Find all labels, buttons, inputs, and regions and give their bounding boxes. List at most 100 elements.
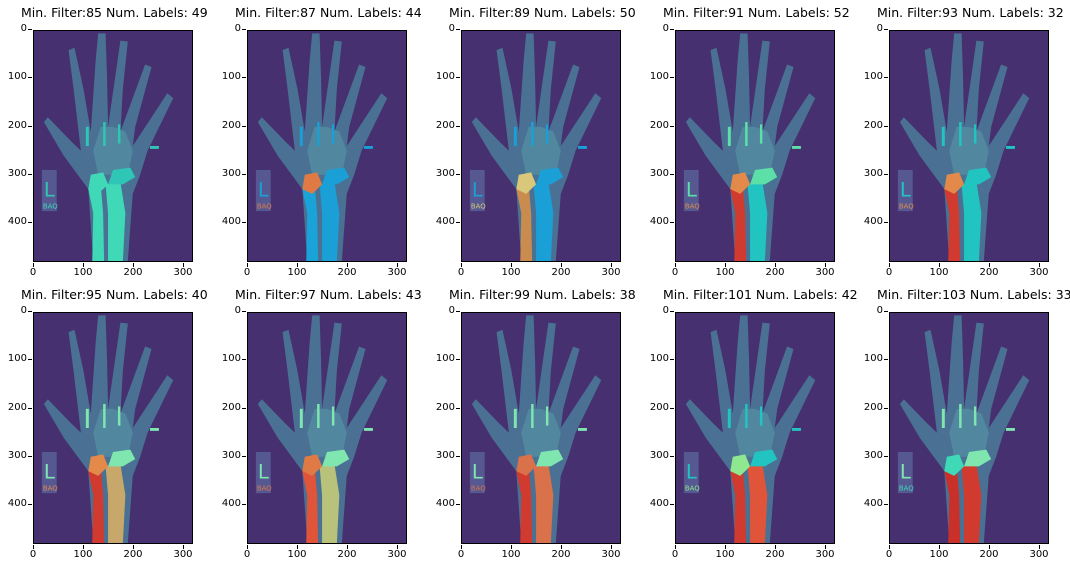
- x-tick-label: 200: [974, 263, 1004, 278]
- y-tick-label: 0: [427, 305, 460, 316]
- image-axes: L BAQ: [247, 30, 407, 262]
- y-tick-label: 100: [0, 71, 32, 82]
- panel-title: Min. Filter:95 Num. Labels: 40: [21, 287, 208, 302]
- image-axes: L BAQ: [461, 312, 621, 544]
- marker-sub: BAQ: [471, 484, 486, 492]
- panel-title: Min. Filter:87 Num. Labels: 44: [235, 5, 422, 20]
- y-tick-label: 0: [641, 23, 674, 34]
- x-tick-label: 200: [332, 545, 362, 560]
- y-tick-label: 300: [0, 450, 32, 461]
- x-tick-label: 300: [168, 545, 198, 560]
- x-tick-label: 100: [496, 263, 526, 278]
- marker-sub: BAQ: [471, 202, 486, 210]
- marker-letter: L: [44, 179, 55, 202]
- xray-image: L BAQ: [890, 313, 1048, 543]
- x-tick-label: 0: [660, 263, 690, 278]
- panel-title: Min. Filter:93 Num. Labels: 32: [877, 5, 1064, 20]
- x-tick-label: 200: [118, 545, 148, 560]
- y-tick-label: 0: [0, 305, 32, 316]
- y-tick-label: 100: [213, 71, 246, 82]
- x-tick-label: 200: [760, 545, 790, 560]
- y-tick-label: 400: [427, 216, 460, 227]
- marker-sub: BAQ: [685, 202, 700, 210]
- x-tick-label: 0: [874, 545, 904, 560]
- y-tick-label: 300: [427, 168, 460, 179]
- x-tick-label: 0: [232, 263, 262, 278]
- y-tick-label: 200: [855, 120, 888, 131]
- marker-sub: BAQ: [43, 484, 58, 492]
- y-tick-label: 0: [0, 23, 32, 34]
- x-tick-label: 100: [282, 545, 312, 560]
- y-tick-label: 400: [641, 216, 674, 227]
- marker-sub: BAQ: [685, 484, 700, 492]
- xray-image: L BAQ: [462, 313, 620, 543]
- x-tick-label: 100: [710, 263, 740, 278]
- xray-image: L BAQ: [248, 31, 406, 261]
- x-tick-label: 0: [446, 545, 476, 560]
- y-tick-label: 100: [855, 71, 888, 82]
- marker-letter: L: [472, 179, 483, 202]
- xray-image: L BAQ: [890, 31, 1048, 261]
- x-tick-label: 200: [332, 263, 362, 278]
- xray-image: L BAQ: [676, 313, 834, 543]
- marker-letter: L: [258, 179, 269, 202]
- y-tick-label: 400: [641, 498, 674, 509]
- x-tick-label: 100: [282, 263, 312, 278]
- marker-letter: L: [258, 461, 269, 484]
- y-tick-label: 400: [213, 498, 246, 509]
- marker-sub: BAQ: [257, 484, 272, 492]
- marker-letter: L: [686, 179, 697, 202]
- y-tick-label: 400: [0, 216, 32, 227]
- image-axes: L BAQ: [33, 312, 193, 544]
- y-tick-label: 300: [0, 168, 32, 179]
- x-tick-label: 200: [546, 545, 576, 560]
- marker-letter: L: [686, 461, 697, 484]
- y-tick-label: 200: [855, 402, 888, 413]
- x-tick-label: 0: [874, 263, 904, 278]
- y-tick-label: 0: [213, 305, 246, 316]
- x-tick-label: 300: [1024, 263, 1054, 278]
- image-axes: L BAQ: [33, 30, 193, 262]
- y-tick-label: 300: [427, 450, 460, 461]
- marker-sub: BAQ: [43, 202, 58, 210]
- x-tick-label: 200: [118, 263, 148, 278]
- y-tick-label: 200: [0, 402, 32, 413]
- x-tick-label: 300: [810, 545, 840, 560]
- x-tick-label: 100: [68, 545, 98, 560]
- y-tick-label: 200: [427, 120, 460, 131]
- y-tick-label: 100: [641, 353, 674, 364]
- y-tick-label: 200: [0, 120, 32, 131]
- y-tick-label: 400: [855, 498, 888, 509]
- y-tick-label: 300: [213, 168, 246, 179]
- y-tick-label: 100: [0, 353, 32, 364]
- marker-letter: L: [44, 461, 55, 484]
- y-tick-label: 200: [641, 120, 674, 131]
- x-tick-label: 300: [168, 263, 198, 278]
- xray-image: L BAQ: [676, 31, 834, 261]
- x-tick-label: 200: [760, 263, 790, 278]
- x-tick-label: 0: [660, 545, 690, 560]
- x-tick-label: 100: [924, 545, 954, 560]
- panel-title: Min. Filter:91 Num. Labels: 52: [663, 5, 850, 20]
- y-tick-label: 200: [641, 402, 674, 413]
- image-axes: L BAQ: [247, 312, 407, 544]
- y-tick-label: 100: [641, 71, 674, 82]
- image-axes: L BAQ: [889, 30, 1049, 262]
- y-tick-label: 0: [855, 305, 888, 316]
- y-tick-label: 100: [855, 353, 888, 364]
- marker-letter: L: [472, 461, 483, 484]
- marker-letter: L: [900, 179, 911, 202]
- xray-image: L BAQ: [462, 31, 620, 261]
- image-axes: L BAQ: [675, 312, 835, 544]
- x-tick-label: 300: [810, 263, 840, 278]
- x-tick-label: 300: [596, 263, 626, 278]
- marker-letter: L: [900, 461, 911, 484]
- y-tick-label: 400: [0, 498, 32, 509]
- y-tick-label: 200: [427, 402, 460, 413]
- y-tick-label: 300: [855, 450, 888, 461]
- marker-sub: BAQ: [257, 202, 272, 210]
- image-axes: L BAQ: [461, 30, 621, 262]
- y-tick-label: 400: [213, 216, 246, 227]
- panel-title: Min. Filter:85 Num. Labels: 49: [21, 5, 208, 20]
- panel-title: Min. Filter:97 Num. Labels: 43: [235, 287, 422, 302]
